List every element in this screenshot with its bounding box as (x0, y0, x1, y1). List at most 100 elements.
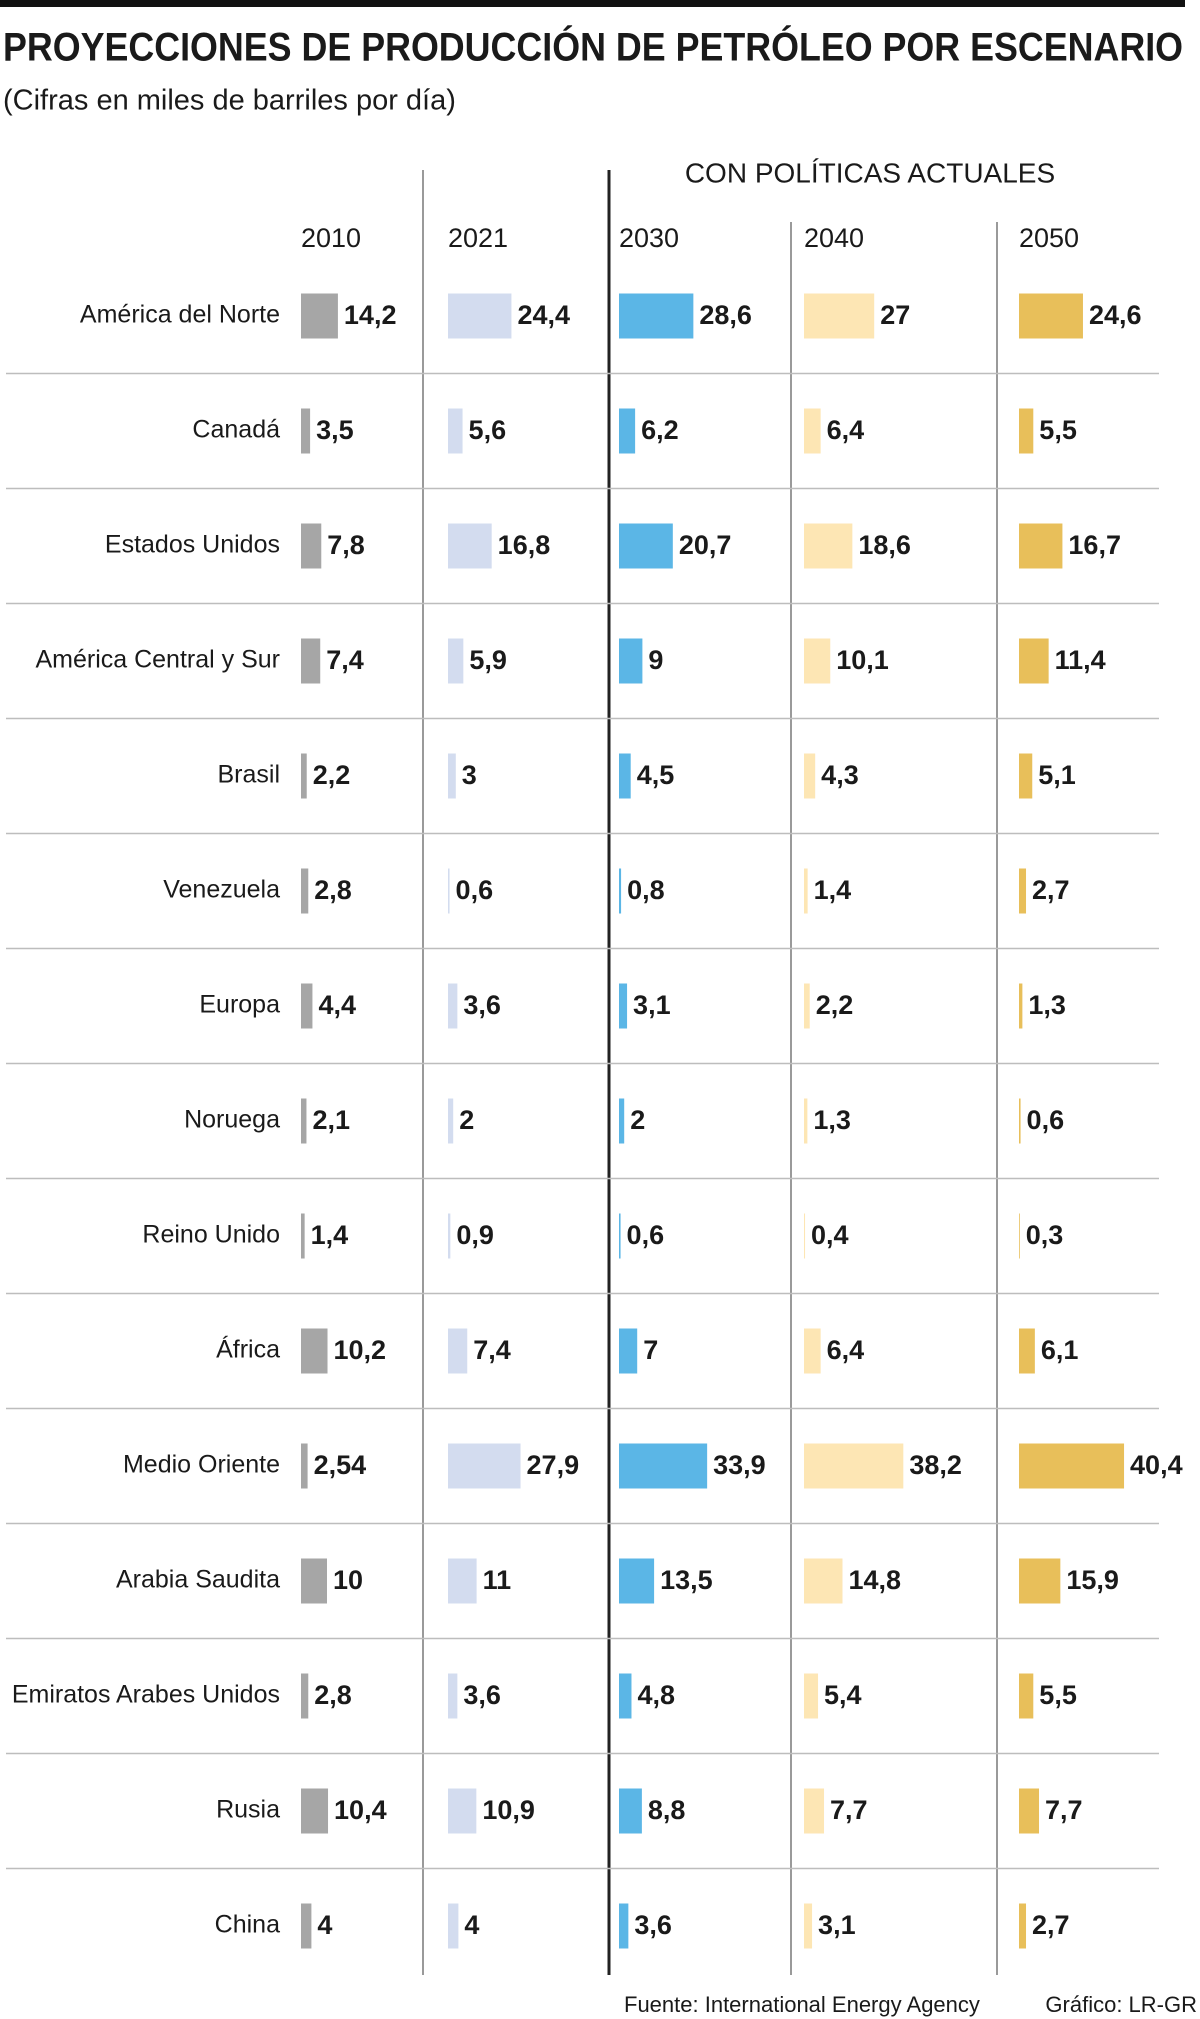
bar (1019, 1788, 1040, 1834)
bar (804, 293, 875, 339)
series-label: 2050 (1019, 223, 1079, 253)
source: Fuente: International Energy Agency (624, 1992, 980, 2017)
bar (1019, 983, 1023, 1029)
value-label: 14,8 (848, 1565, 901, 1595)
category-label: Emiratos Arabes Unidos (12, 1681, 280, 1709)
value-label: 5,5 (1039, 1680, 1077, 1710)
bar (301, 1903, 312, 1949)
bar (301, 1098, 307, 1144)
value-label: 0,6 (456, 875, 494, 905)
bar (804, 983, 810, 1029)
bar (619, 523, 673, 569)
category-label: Noruega (184, 1106, 280, 1134)
value-label: 0,9 (456, 1220, 494, 1250)
bar (804, 753, 816, 799)
bar (619, 1788, 642, 1834)
value-label: 11 (483, 1565, 512, 1595)
value-label: 5,1 (1038, 760, 1076, 790)
value-label: 28,6 (699, 300, 752, 330)
bar (804, 1558, 843, 1604)
bar (804, 1788, 825, 1834)
value-label: 0,6 (1027, 1105, 1065, 1135)
value-label: 6,4 (827, 1335, 865, 1365)
value-label: 5,6 (469, 415, 507, 445)
bar (1019, 1443, 1125, 1489)
bar (448, 1673, 458, 1719)
bar (804, 868, 808, 914)
bar (301, 868, 309, 914)
chart-subtitle: (Cifras en miles de barriles por día) (3, 85, 456, 117)
bar (301, 293, 338, 339)
bar (804, 408, 821, 454)
bar (448, 1903, 459, 1949)
bar (448, 293, 512, 339)
category-label: Venezuela (163, 876, 280, 904)
value-label: 38,2 (909, 1450, 962, 1480)
bar (804, 638, 831, 684)
value-label: 2,2 (816, 990, 854, 1020)
credit: Gráfico: LR-GR (1045, 1992, 1197, 2017)
value-label: 4,3 (821, 760, 859, 790)
bar (804, 1328, 821, 1374)
bar (619, 1673, 632, 1719)
value-label: 2 (630, 1105, 645, 1135)
bar (619, 1558, 655, 1604)
value-label: 3,6 (463, 990, 501, 1020)
bar (1019, 1328, 1035, 1374)
bar (804, 523, 853, 569)
value-label: 8,8 (648, 1795, 686, 1825)
bar (448, 1098, 454, 1144)
value-label: 3,6 (463, 1680, 501, 1710)
series-label: 2021 (448, 223, 508, 253)
bar (448, 1558, 477, 1604)
value-label: 3 (462, 760, 477, 790)
bar (619, 293, 694, 339)
value-label: 2,8 (314, 1680, 352, 1710)
value-label: 1,4 (311, 1220, 349, 1250)
value-label: 5,9 (469, 645, 507, 675)
value-label: 27,9 (527, 1450, 580, 1480)
value-label: 5,4 (824, 1680, 862, 1710)
value-label: 33,9 (713, 1450, 766, 1480)
value-label: 4 (464, 1910, 479, 1940)
bar (301, 1213, 305, 1259)
value-label: 14,2 (344, 300, 397, 330)
bar (619, 1213, 621, 1259)
series-label: 2030 (619, 223, 679, 253)
value-label: 6,2 (641, 415, 679, 445)
bar (448, 638, 464, 684)
category-label: Europa (199, 991, 280, 1019)
bar (448, 868, 450, 914)
value-label: 3,6 (634, 1910, 672, 1940)
value-label: 40,4 (1130, 1450, 1183, 1480)
bar (619, 1328, 638, 1374)
value-label: 7,7 (1045, 1795, 1083, 1825)
value-label: 2,7 (1032, 875, 1070, 905)
bar (448, 523, 492, 569)
value-label: 10,4 (334, 1795, 387, 1825)
bar (619, 868, 622, 914)
value-label: 4 (317, 1910, 332, 1940)
value-label: 4,4 (318, 990, 356, 1020)
series-label: 2010 (301, 223, 361, 253)
bar (1019, 638, 1049, 684)
bar (619, 1443, 708, 1489)
value-label: 5,5 (1039, 415, 1077, 445)
value-label: 3,5 (316, 415, 354, 445)
category-label: África (216, 1335, 280, 1364)
value-label: 7,7 (830, 1795, 868, 1825)
bar (301, 983, 313, 1029)
bar (448, 1788, 477, 1834)
bar (448, 983, 458, 1029)
value-label: 13,5 (660, 1565, 713, 1595)
bar (619, 1098, 625, 1144)
value-label: 0,8 (627, 875, 665, 905)
bar (1019, 293, 1083, 339)
value-label: 10 (333, 1565, 363, 1595)
bar (301, 523, 322, 569)
series-label: 2040 (804, 223, 864, 253)
bar (301, 1558, 327, 1604)
bar (804, 1903, 813, 1949)
bar (619, 638, 643, 684)
